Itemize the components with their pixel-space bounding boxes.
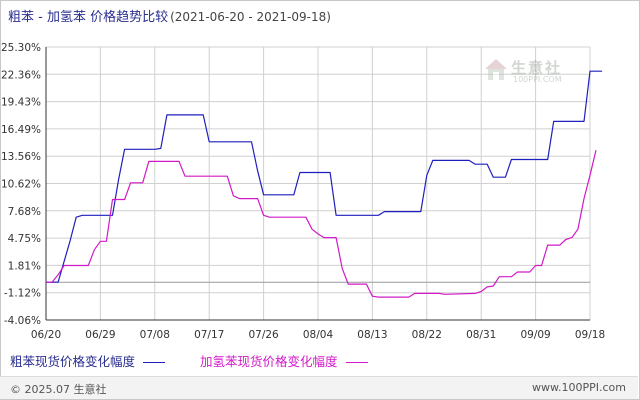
chart-title: 粗苯 - 加氢苯 价格趋势比较 (2021-06-20 - 2021-09-18) <box>8 6 331 25</box>
footer-copyright: © 2025.07 生意社 <box>10 383 107 396</box>
legend-item-series-b: 加氢苯现货价格变化幅度 <box>200 351 368 370</box>
x-tick-label: 09/09 <box>520 329 550 341</box>
x-tick-label: 09/18 <box>575 329 605 341</box>
y-tick-label: 1.81% <box>8 260 41 272</box>
x-tick-label: 07/17 <box>194 329 224 341</box>
grid <box>45 46 591 321</box>
series-line-crude-benzene <box>46 70 603 283</box>
chart-title-text: 粗苯 - 加氢苯 价格趋势比较 <box>8 10 169 25</box>
y-tick-label: 7.68% <box>8 206 41 218</box>
y-tick-label: 13.56% <box>1 151 41 163</box>
x-tick-label: 07/08 <box>140 329 170 341</box>
y-tick-label: 10.62% <box>1 179 41 191</box>
x-tick-label: 08/04 <box>303 329 334 341</box>
legend-swatch-series-a <box>143 362 166 363</box>
legend-label-series-b: 加氢苯现货价格变化幅度 <box>200 354 338 369</box>
watermark-brand: 生意社 <box>511 59 563 77</box>
series-lines <box>46 70 603 298</box>
x-tick-label: 08/31 <box>466 329 496 341</box>
y-tick-label: 19.43% <box>1 97 41 109</box>
house-logo-icon <box>485 59 507 80</box>
x-tick-label: 06/29 <box>85 329 115 341</box>
legend-label-series-a: 粗苯现货价格变化幅度 <box>10 354 136 369</box>
legend-swatch-series-b <box>345 362 368 363</box>
watermark-logo: 生意社 100PPI.COM <box>483 57 593 89</box>
y-tick-label: 25.30% <box>1 42 41 54</box>
chart-date-range: (2021-06-20 - 2021-09-18) <box>170 10 331 24</box>
footer-site-link[interactable]: www.100PPI.com <box>532 381 626 394</box>
footer-bar: © 2025.07 生意社 www.100PPI.com <box>0 376 638 399</box>
x-tick-label: 08/13 <box>357 329 387 341</box>
legend-item-series-a: 粗苯现货价格变化幅度 <box>10 351 166 370</box>
y-tick-label: 4.75% <box>8 233 41 245</box>
x-tick-label: 06/20 <box>31 329 61 341</box>
series-line-hydro-benzene <box>46 150 597 298</box>
tick-labels: 25.30% 22.36% 19.43% 16.49% 13.56% 10.62% 7.68… <box>1 42 605 341</box>
y-tick-label: -1.12% <box>4 288 41 300</box>
x-tick-label: 08/22 <box>412 329 442 341</box>
y-tick-label: 22.36% <box>1 69 41 81</box>
axes <box>45 47 590 321</box>
watermark-sub: 100PPI.COM <box>513 75 562 84</box>
y-tick-label: -4.06% <box>4 315 41 327</box>
y-tick-label: 16.49% <box>1 124 41 136</box>
x-tick-label: 07/26 <box>248 329 279 341</box>
